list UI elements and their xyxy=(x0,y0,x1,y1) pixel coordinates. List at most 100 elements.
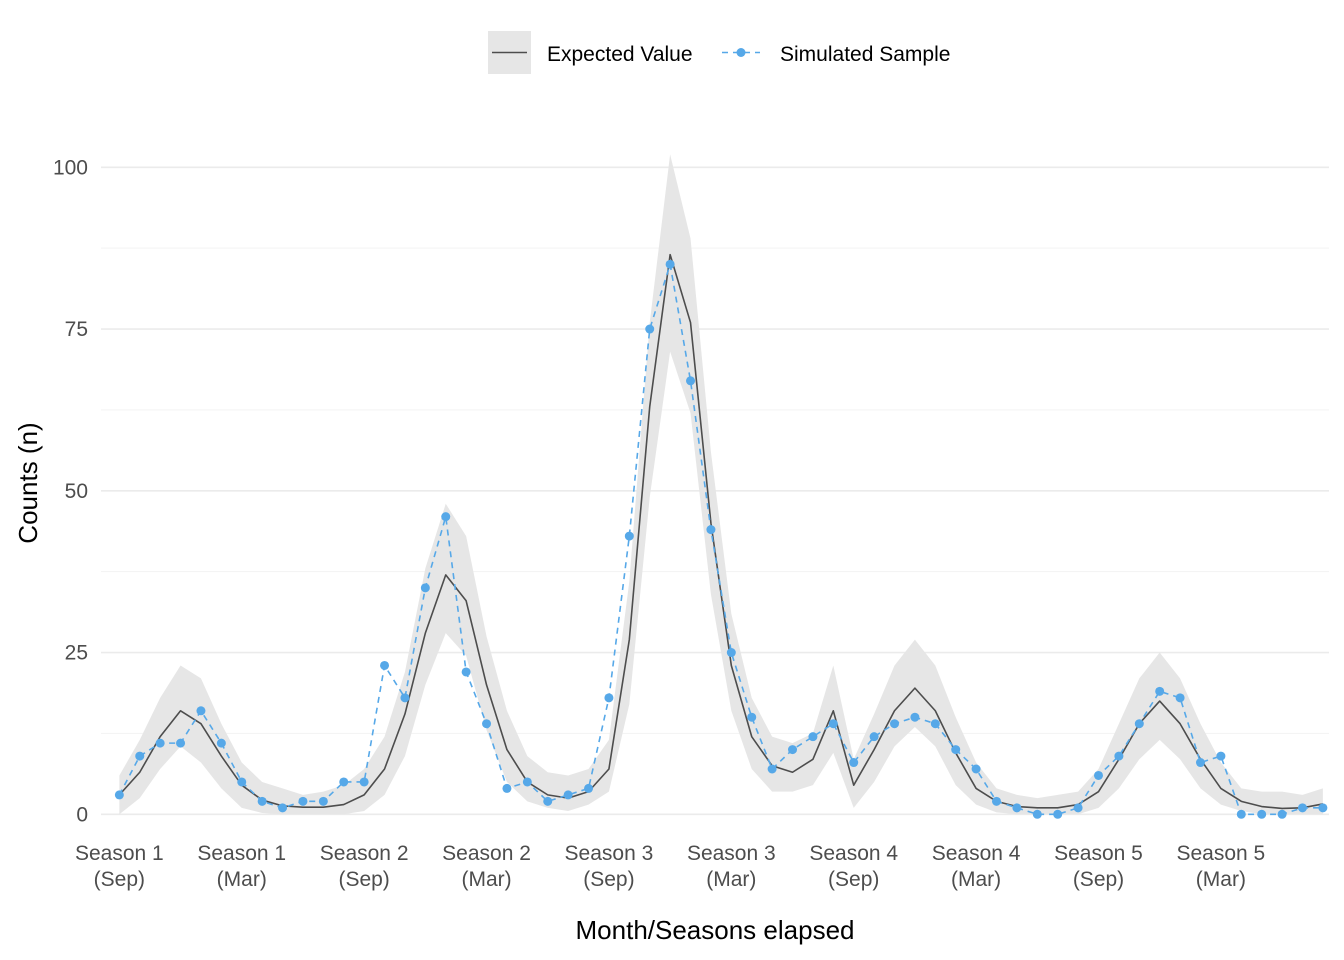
simulated-sample-point xyxy=(380,660,390,670)
simulated-sample-point xyxy=(318,796,328,806)
simulated-sample-point xyxy=(951,745,961,755)
simulated-sample-point xyxy=(1216,751,1226,761)
x-axis-ticks: Season 1 (Sep) Season 1 (Mar) Season 2 (Sep) S… xyxy=(75,842,1265,891)
y-tick-label: 0 xyxy=(76,803,88,826)
simulated-sample-point xyxy=(624,531,634,541)
x-axis-title: Month/Seasons elapsed xyxy=(576,915,855,945)
x-tick-label: (Sep) xyxy=(1073,868,1124,891)
simulated-sample-point xyxy=(278,803,288,813)
simulated-sample-point xyxy=(1012,803,1022,813)
simulated-sample-point xyxy=(1297,803,1307,813)
simulated-sample-point xyxy=(992,796,1002,806)
simulated-sample-point xyxy=(237,777,247,787)
simulated-sample-point xyxy=(971,764,981,774)
x-tick-label: (Sep) xyxy=(94,868,145,891)
simulated-sample-point xyxy=(645,324,655,334)
simulated-sample-point xyxy=(910,712,920,722)
y-tick-label: 75 xyxy=(65,318,88,341)
simulated-sample-point xyxy=(706,525,716,535)
y-axis-title: Counts (n) xyxy=(13,422,43,543)
simulated-sample-line xyxy=(118,263,1323,816)
x-tick-label: Season 3 xyxy=(687,842,776,865)
series-points xyxy=(114,259,1328,819)
simulated-sample-point xyxy=(400,693,410,703)
x-tick-label: (Mar) xyxy=(1196,868,1246,891)
y-tick-label: 100 xyxy=(53,156,88,179)
simulated-sample-point xyxy=(420,583,430,593)
simulated-sample-point xyxy=(155,738,165,748)
simulated-sample-point xyxy=(1175,693,1185,703)
x-tick-label: (Mar) xyxy=(706,868,756,891)
simulated-sample-point xyxy=(196,706,206,716)
simulated-sample-point xyxy=(1155,686,1165,696)
x-tick-label: Season 5 xyxy=(1054,842,1143,865)
simulated-sample-point xyxy=(1277,809,1287,819)
y-axis-ticks: 0 25 50 75 100 xyxy=(53,156,88,826)
simulated-sample-point xyxy=(339,777,349,787)
x-tick-label: Season 1 xyxy=(75,842,164,865)
x-tick-label: (Sep) xyxy=(583,868,634,891)
expected-value-ribbon xyxy=(119,154,1323,815)
simulated-sample-point xyxy=(1073,803,1083,813)
confidence-ribbon-layer xyxy=(119,154,1323,815)
simulated-sample-point xyxy=(502,783,512,793)
simulated-sample-point xyxy=(135,751,145,761)
legend-key-expected-value xyxy=(488,31,531,74)
simulated-sample-point xyxy=(604,693,614,703)
simulated-sample-point xyxy=(298,796,308,806)
simulated-sample-point xyxy=(686,376,696,386)
simulated-sample-point xyxy=(1114,751,1124,761)
x-tick-label: (Mar) xyxy=(951,868,1001,891)
legend-label-simulated-sample: Simulated Sample xyxy=(780,43,950,66)
simulated-sample-point xyxy=(461,667,471,677)
simulated-sample-point xyxy=(1236,809,1246,819)
simulated-sample-point xyxy=(216,738,226,748)
legend-key-simulated-sample xyxy=(722,48,760,57)
x-tick-label: (Sep) xyxy=(338,868,389,891)
simulated-sample-point xyxy=(543,796,553,806)
simulated-sample-point xyxy=(482,719,492,729)
simulated-sample-point xyxy=(1318,803,1328,813)
simulated-sample-point xyxy=(522,777,532,787)
simulated-sample-point xyxy=(890,719,900,729)
x-tick-label: Season 4 xyxy=(809,842,898,865)
simulated-sample-point xyxy=(1032,809,1042,819)
simulated-sample-point xyxy=(1195,758,1205,768)
x-tick-label: (Mar) xyxy=(217,868,267,891)
simulated-sample-point xyxy=(257,796,267,806)
legend-label-expected-value: Expected Value xyxy=(547,43,693,66)
x-tick-label: (Mar) xyxy=(461,868,511,891)
simulated-sample-point xyxy=(808,732,818,742)
legend: Expected Value Simulated Sample xyxy=(488,31,950,74)
simulated-sample-point xyxy=(1053,809,1063,819)
simulated-sample-point xyxy=(1093,770,1103,780)
simulated-sample-point xyxy=(930,719,940,729)
simulated-sample-point xyxy=(1134,719,1144,729)
x-tick-label: Season 2 xyxy=(320,842,409,865)
x-tick-label: Season 3 xyxy=(565,842,654,865)
simulated-sample-point xyxy=(828,719,838,729)
simulated-sample-point xyxy=(747,712,757,722)
simulated-sample-point xyxy=(359,777,369,787)
simulated-sample-point xyxy=(665,259,675,269)
simulated-sample-point xyxy=(1257,809,1267,819)
simulated-sample-point xyxy=(584,783,594,793)
simulated-sample-point xyxy=(869,732,879,742)
simulated-sample-point xyxy=(788,745,798,755)
x-tick-label: Season 1 xyxy=(197,842,286,865)
y-tick-label: 50 xyxy=(65,480,88,503)
x-tick-label: (Sep) xyxy=(828,868,879,891)
simulated-sample-point xyxy=(726,648,736,658)
simulated-sample-point xyxy=(176,738,186,748)
x-tick-label: Season 4 xyxy=(932,842,1021,865)
x-tick-label: Season 5 xyxy=(1177,842,1266,865)
simulated-sample-point xyxy=(849,758,859,768)
simulated-sample-point xyxy=(767,764,777,774)
simulated-sample-point xyxy=(441,512,451,522)
simulated-sample-point xyxy=(563,790,573,800)
y-tick-label: 25 xyxy=(65,642,88,665)
legend-point-swatch xyxy=(736,48,746,57)
simulated-sample-point xyxy=(114,790,124,800)
